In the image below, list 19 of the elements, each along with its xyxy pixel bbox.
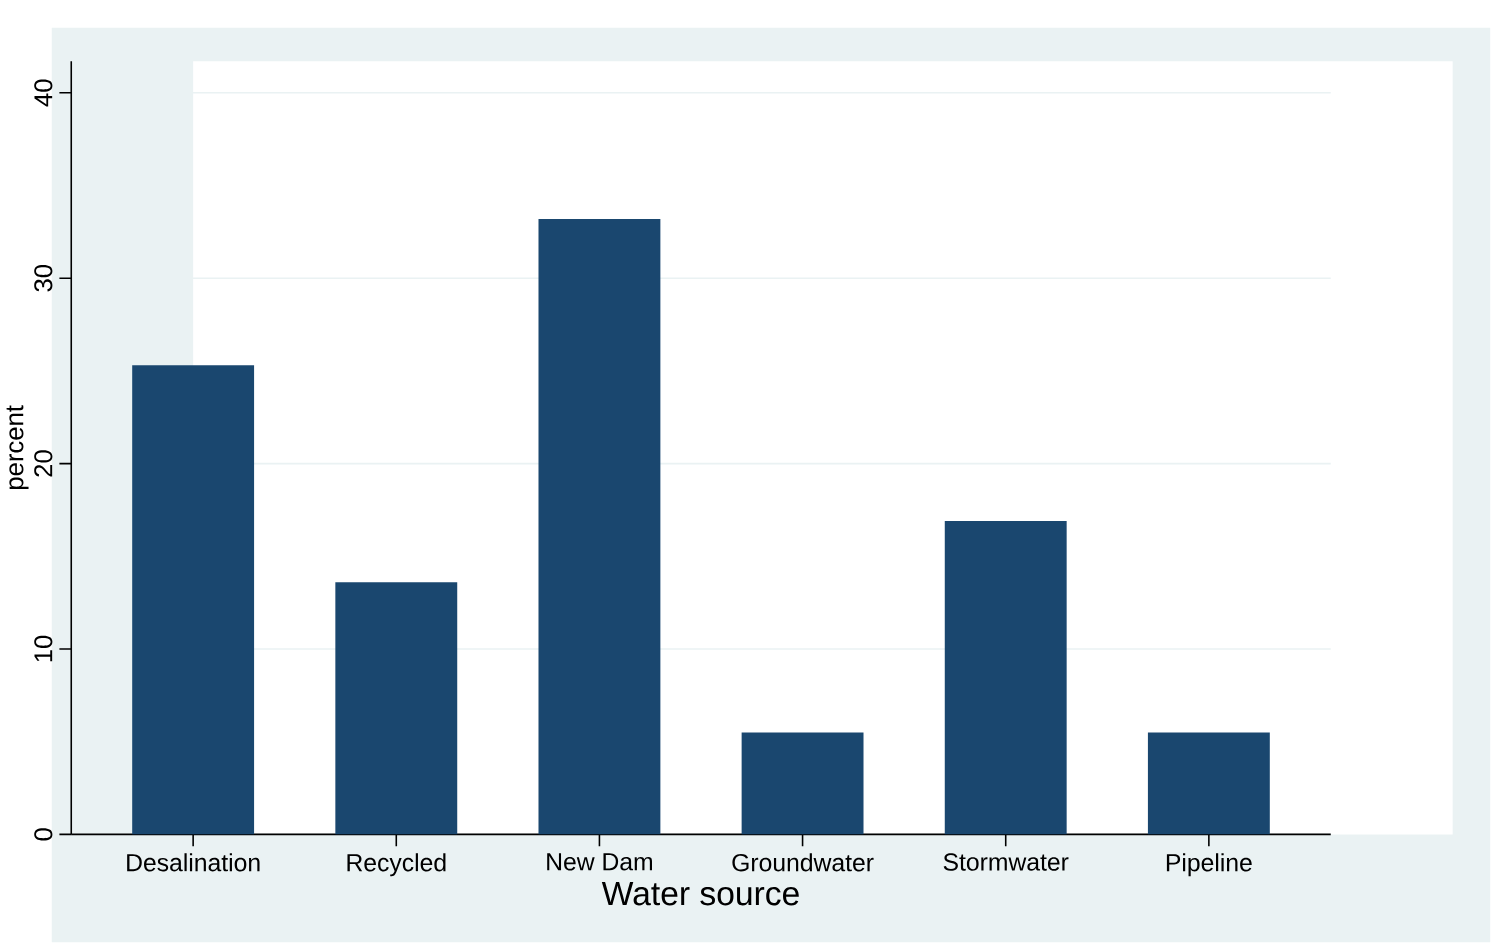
y-tick-label: 0 <box>34 828 53 841</box>
x-tick-label: Stormwater <box>943 853 1069 871</box>
bar <box>132 365 255 835</box>
bar <box>741 732 864 835</box>
y-tick-label: 40 <box>34 79 53 107</box>
bar <box>1147 732 1270 835</box>
y-tick-label: 10 <box>34 635 53 662</box>
bar <box>944 521 1067 835</box>
x-tick-label: New Dam <box>547 853 652 871</box>
y-axis-title: percent <box>6 405 29 489</box>
x-axis-title: Water source <box>601 881 799 906</box>
x-tick-label: Recycled <box>347 853 446 877</box>
y-tick-label: 20 <box>34 450 53 477</box>
bar <box>538 218 661 835</box>
bar <box>335 582 458 835</box>
x-tick-label: Groundwater <box>732 853 874 872</box>
y-tick-label: 30 <box>34 264 53 292</box>
x-tick-label: Desalination <box>127 853 260 872</box>
x-tick-label: Pipeline <box>1166 853 1252 877</box>
